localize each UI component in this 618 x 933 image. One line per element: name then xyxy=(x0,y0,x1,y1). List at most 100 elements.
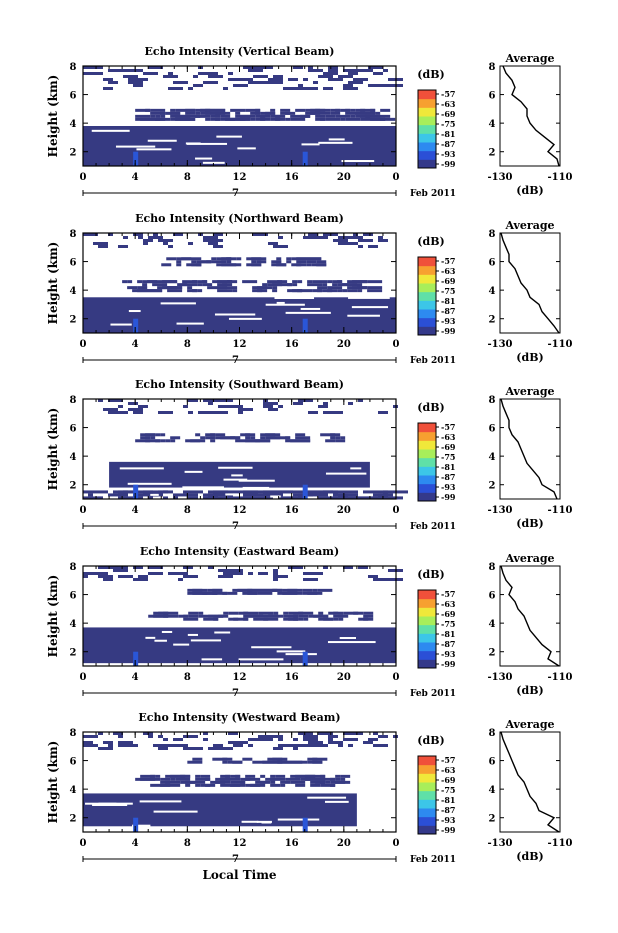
echo-patch xyxy=(118,496,123,500)
colorbar-swatch xyxy=(418,492,436,502)
echo-patch xyxy=(335,439,346,443)
echo-patch xyxy=(273,747,283,750)
echo-patch xyxy=(293,747,298,750)
echo-patch xyxy=(98,245,108,248)
echo-patch xyxy=(257,591,273,595)
echo-core xyxy=(133,318,139,333)
echo-gap xyxy=(274,297,315,300)
echo-patch xyxy=(287,283,293,287)
echo-patch xyxy=(161,263,172,267)
y-tick-label: 6 xyxy=(70,591,77,602)
echo-patch xyxy=(163,614,179,618)
echo-patch xyxy=(165,783,181,787)
echo-patch xyxy=(153,233,158,236)
y-axis-label: Height (km) xyxy=(46,575,60,658)
echo-patch xyxy=(133,84,143,87)
echo-patch xyxy=(173,744,188,747)
profile-x-tick-label: -110 xyxy=(547,838,572,849)
profile-y-tick-label: 4 xyxy=(489,452,496,463)
colorbar-swatch xyxy=(418,808,436,818)
echo-patch xyxy=(108,493,113,497)
echo-gap xyxy=(318,141,353,144)
echo-patch xyxy=(312,588,318,592)
echo-patch xyxy=(163,611,179,615)
colorbar-frame xyxy=(417,422,437,502)
echo-patch xyxy=(260,780,266,784)
echo-patch xyxy=(163,242,168,245)
echo-patch xyxy=(83,490,98,494)
colorbar-tick-label: -63 xyxy=(441,266,456,276)
echo-patch xyxy=(268,242,278,245)
echo-patch xyxy=(140,774,156,778)
colorbar-swatch xyxy=(418,598,436,608)
echo-patch xyxy=(260,117,266,121)
profile-y-tick-label: 2 xyxy=(489,315,496,326)
echo-patch xyxy=(320,433,336,437)
echo-patch xyxy=(338,744,343,747)
echo-patch xyxy=(248,69,263,72)
echo-patch xyxy=(148,236,158,239)
echo-patch xyxy=(218,496,223,500)
date-label: Feb 2011 xyxy=(410,522,456,532)
echo-patch xyxy=(383,490,393,494)
colorbar-swatch xyxy=(418,90,436,100)
echo-patch xyxy=(145,433,156,437)
colorbar-tick-label: -93 xyxy=(441,316,456,326)
echo-gap xyxy=(265,303,305,306)
echo-patch xyxy=(197,588,203,592)
colorbar-swatch xyxy=(418,624,436,634)
echo-patch xyxy=(335,436,341,440)
profile-y-tick-label: 4 xyxy=(489,286,496,297)
colorbar-tick-label: -81 xyxy=(441,462,455,472)
echo-patch xyxy=(270,108,276,112)
echo-patch xyxy=(252,760,268,764)
echo-patch xyxy=(248,614,264,618)
echo-patch xyxy=(185,111,196,115)
echo-patch xyxy=(228,611,239,615)
echo-patch xyxy=(330,433,341,437)
echo-patch xyxy=(192,289,198,293)
echo-patch xyxy=(352,283,363,287)
echo-patch xyxy=(167,280,173,284)
echo-patch xyxy=(215,780,231,784)
echo-patch xyxy=(270,777,286,781)
echo-patch xyxy=(393,490,408,494)
echo-patch xyxy=(235,783,246,787)
echo-patch xyxy=(228,72,233,75)
echo-patch xyxy=(367,280,383,284)
colorbar-tick-label: -63 xyxy=(441,599,456,609)
echo-patch xyxy=(108,69,118,72)
colorbar-unit: (dB) xyxy=(417,734,444,747)
echo-patch xyxy=(133,411,143,414)
echo-gap xyxy=(128,310,141,313)
colorbar-swatch xyxy=(418,326,436,336)
echo-gap xyxy=(270,495,281,498)
echo-patch xyxy=(332,283,338,287)
y-tick-label: 8 xyxy=(70,728,77,739)
echo-patch xyxy=(283,87,288,90)
echo-patch xyxy=(218,614,224,618)
echo-patch xyxy=(353,233,358,236)
colorbar-swatch xyxy=(418,274,436,284)
echo-patch xyxy=(323,402,328,405)
echo-patch xyxy=(223,405,238,408)
colorbar-tick-label: -57 xyxy=(441,89,455,99)
echo-patch xyxy=(358,566,368,569)
echo-patch xyxy=(273,75,283,78)
echo-patch xyxy=(293,66,303,69)
echo-patch xyxy=(248,744,253,747)
echo-patch xyxy=(296,260,307,264)
echo-gap xyxy=(127,482,172,485)
profile-x-tick-label: -130 xyxy=(487,838,512,849)
colorbar-swatch xyxy=(418,440,436,450)
echo-patch xyxy=(113,493,123,497)
echo-patch xyxy=(248,490,258,494)
y-tick-label: 4 xyxy=(70,119,77,130)
profile-y-tick-label: 4 xyxy=(489,785,496,796)
x-axis-label: Local Time xyxy=(202,868,276,882)
x-tick-label: 16 xyxy=(285,339,299,350)
echo-patch xyxy=(226,257,237,261)
echo-patch xyxy=(245,777,261,781)
echo-patch xyxy=(210,433,216,437)
